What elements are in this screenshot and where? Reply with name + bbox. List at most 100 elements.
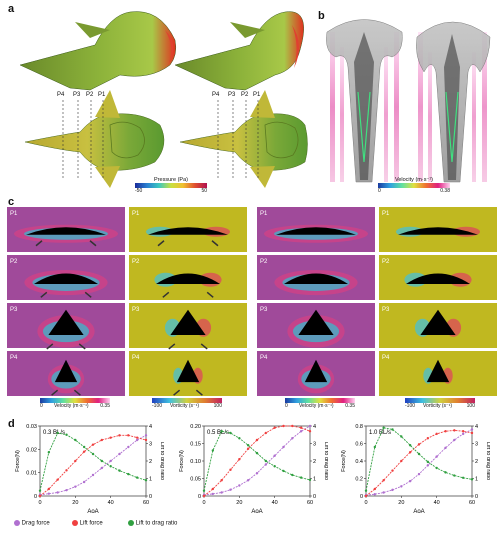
data-point [246,444,250,447]
data-point [417,452,421,456]
cross-section-4-1: P4 [7,351,125,396]
fish-top-view-left [24,90,165,188]
chart-1-0-bls: 0 0.2 0.4 0.6 0.8 0 1 2 3 4 0 20 40 60 AoA Force(N) Lift… [340,420,491,516]
series-line-drag-force [365,429,473,496]
data-point [382,491,385,494]
row-tag: P3 [10,307,18,313]
velocity-colorbar-c-left-max: 0.35 [100,403,110,409]
chart-0-3-bls: 0 0.01 0.02 0.03 0 1 2 3 4 0 20 40 60 AoA Force(N) Lift… [14,420,165,516]
data-point [74,459,77,463]
row-tag: P2 [132,259,140,265]
fish-top-view-right [179,90,308,188]
y-tick-label: 0.15 [190,442,201,448]
velocity-colorbar-c-right-max: 0.35 [345,403,355,409]
velocity-colorbar-c-left-title: Velocity (m·s⁻¹) [54,403,89,409]
y-tick-label: 0.02 [26,447,37,453]
chart-title: 0.3 BL/s [43,430,65,436]
data-point [38,494,42,498]
data-point [202,489,206,492]
data-point [144,438,148,442]
y-axis-label: Force(N) [341,450,347,472]
fish-side-view-right [174,11,304,91]
data-point [238,484,241,487]
pressure-colorbar-title: Pressure (Pa) [154,177,188,183]
x-tick-label: 40 [108,500,114,506]
row-tag: P1 [10,211,18,217]
data-point [453,474,456,477]
pressure-colorbar: Pressure (Pa) -50 50 [135,177,207,195]
y-tick-label: 0.10 [190,459,201,465]
data-point [91,443,95,446]
y2-tick-label: 4 [313,424,316,430]
data-point [470,478,474,481]
vorticity-colorbar-c-right-min: -100 [405,403,416,409]
data-point [127,445,130,449]
y2-axis-label: Lift to drag ratio [159,442,164,480]
vorticity-colorbar-c-right-max: 100 [466,403,475,409]
data-point [435,455,438,458]
section-label-p2: P2 [86,92,94,98]
velocity-colorbar-c-right-gradient [285,398,355,403]
data-point [273,465,276,468]
data-point [118,469,121,472]
y2-tick-label: 4 [475,424,478,430]
data-point [56,431,59,435]
y-axis-label: Force(N) [15,450,21,472]
data-point [56,478,59,481]
fish-side-view-left [19,11,177,91]
data-point [417,472,421,476]
data-point [255,438,259,442]
data-point [82,450,86,453]
panel-label-a: a [8,3,15,15]
data-point [391,488,394,492]
legend-ratio-marker [128,520,134,526]
data-point [211,487,215,491]
velocity-colorbar-c-right: 0 Velocity (m·s⁻¹) 0.35 [285,398,355,410]
data-point [408,444,412,447]
data-point [100,438,104,442]
y2-axis-label: Lift to drag ratio [485,442,490,480]
legend-lift: Lift force [72,520,103,527]
chart-title: 1.0 BL/s [369,430,391,436]
data-point [118,452,121,456]
cross-section-1-4: P1 [379,207,497,252]
x-tick-label: 0 [202,500,205,506]
data-point [246,447,250,450]
data-point [109,465,112,468]
data-point [264,431,268,435]
data-point [426,460,430,464]
data-point [408,451,412,454]
vorticity-colorbar-c-left-min: -100 [152,403,163,409]
data-point [461,476,465,479]
y2-tick-label: 1 [149,477,152,483]
x-axis-label: AoA [251,509,262,515]
section-label-p4-right: P4 [212,92,220,98]
data-point [135,436,139,439]
y-tick-label: 0.2 [355,477,363,483]
x-tick-label: 0 [38,500,41,506]
fish-streamlines-left [326,19,403,183]
x-axis-label: AoA [413,509,424,515]
data-point [391,469,394,472]
legend-drag-marker [14,520,20,526]
cross-section-2-1: P2 [7,255,125,300]
row-tag: P2 [382,259,390,265]
section-label-p1: P1 [98,92,106,98]
cross-section-1-2: P1 [129,207,247,252]
data-point [65,488,68,492]
data-point [229,468,232,471]
velocity-colorbar-b: Velocity (m·s⁻¹) 0 0.38 [378,177,450,195]
y2-axis-label: Lift to drag ratio [323,442,328,480]
data-point [426,437,430,440]
data-point [100,459,104,463]
plot-frame [365,425,473,497]
chart-title: 0.5 BL/s [207,430,229,436]
panel-label-c: c [8,196,15,208]
data-point [255,451,259,455]
velocity-colorbar-c-right-title: Velocity (m·s⁻¹) [299,403,334,409]
data-point [82,445,86,449]
x-tick-label: 20 [72,500,78,506]
row-tag: P2 [10,259,18,265]
data-point [238,458,241,461]
data-point [299,430,303,433]
